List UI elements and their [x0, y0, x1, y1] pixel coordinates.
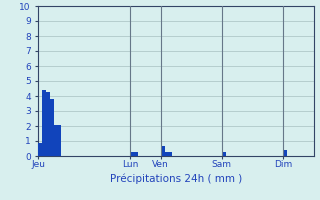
Bar: [168, 152, 172, 156]
Bar: [164, 152, 168, 156]
Bar: [130, 152, 134, 156]
Bar: [222, 152, 226, 156]
Bar: [161, 146, 164, 156]
Bar: [134, 152, 138, 156]
X-axis label: Précipitations 24h ( mm ): Précipitations 24h ( mm ): [110, 173, 242, 184]
Bar: [54, 124, 58, 156]
Bar: [50, 99, 54, 156]
Bar: [58, 124, 61, 156]
Bar: [42, 90, 46, 156]
Bar: [283, 150, 287, 156]
Bar: [46, 92, 50, 156]
Bar: [38, 142, 42, 156]
